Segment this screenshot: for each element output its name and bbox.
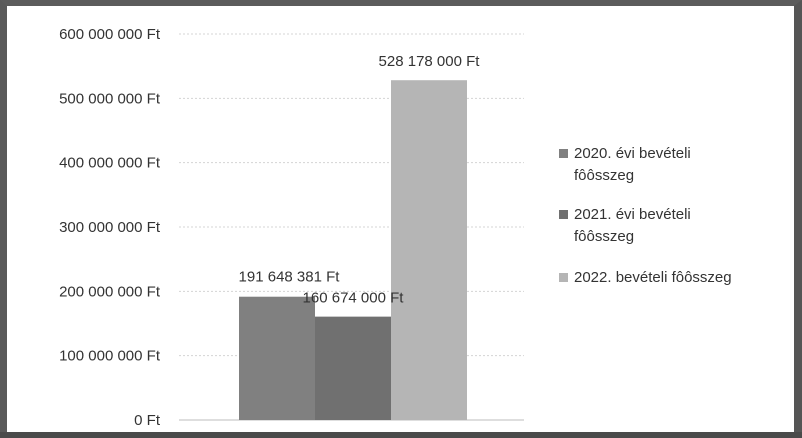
bar-3 [391,80,467,420]
y-tick-label: 300 000 000 Ft [59,219,161,236]
bars [239,80,467,420]
y-tick-label: 100 000 000 Ft [59,348,161,365]
legend-label-2: fôôsszeg [574,228,634,245]
legend-swatch-2 [559,210,568,219]
gridlines [179,33,524,357]
legend-swatch-3 [559,273,568,282]
y-tick-label: 200 000 000 Ft [59,283,161,300]
legend-label-1: 2020. évi bevételi [574,145,691,162]
y-tick-label: 600 000 000 Ft [59,26,161,43]
data-labels: 191 648 381 Ft 160 674 000 Ft 528 178 000 … [239,53,481,306]
chart-area: 0 Ft 100 000 000 Ft 200 000 000 Ft 300 000 … [14,12,801,438]
legend: 2020. évi bevételi fôôsszeg 2021. évi bevé… [559,145,732,286]
data-label-2: 160 674 000 Ft [303,290,405,307]
bar-1 [239,296,315,420]
legend-label-1: fôôsszeg [574,167,634,184]
data-label-3: 528 178 000 Ft [379,53,481,70]
y-tick-label: 500 000 000 Ft [59,90,161,107]
y-axis: 0 Ft 100 000 000 Ft 200 000 000 Ft 300 000 … [59,26,524,429]
y-tick-label: 400 000 000 Ft [59,155,161,172]
legend-label-2: 2021. évi bevételi [574,206,691,223]
legend-swatch-1 [559,149,568,158]
bar-2 [315,316,391,420]
bar-chart: 0 Ft 100 000 000 Ft 200 000 000 Ft 300 000 … [59,26,732,429]
data-label-1: 191 648 381 Ft [239,269,341,286]
y-tick-label: 0 Ft [134,412,161,429]
legend-label-3: 2022. bevételi fôôsszeg [574,269,732,286]
